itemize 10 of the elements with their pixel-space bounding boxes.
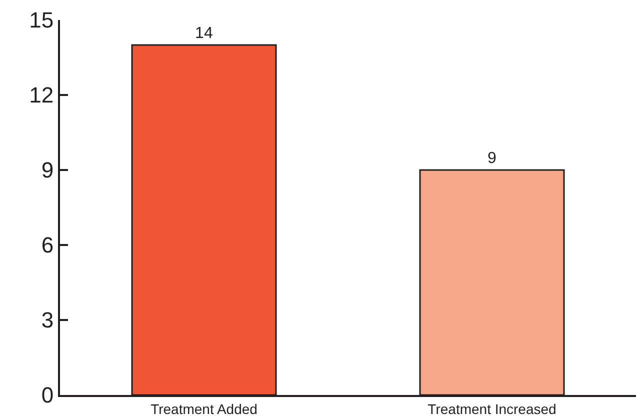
y-tick-label: 3 — [41, 308, 54, 333]
y-tick-label: 0 — [41, 382, 54, 408]
y-tick-label: 15 — [29, 8, 54, 33]
data-label: 9 — [488, 150, 496, 167]
x-tick-label: Treatment Increased — [428, 400, 556, 416]
y-tick-label: 6 — [41, 232, 54, 258]
y-tick-label: 12 — [29, 82, 54, 108]
y-tick-label: 9 — [41, 158, 54, 183]
x-tick-label: Treatment Added — [150, 400, 258, 416]
data-label: 14 — [195, 25, 213, 42]
